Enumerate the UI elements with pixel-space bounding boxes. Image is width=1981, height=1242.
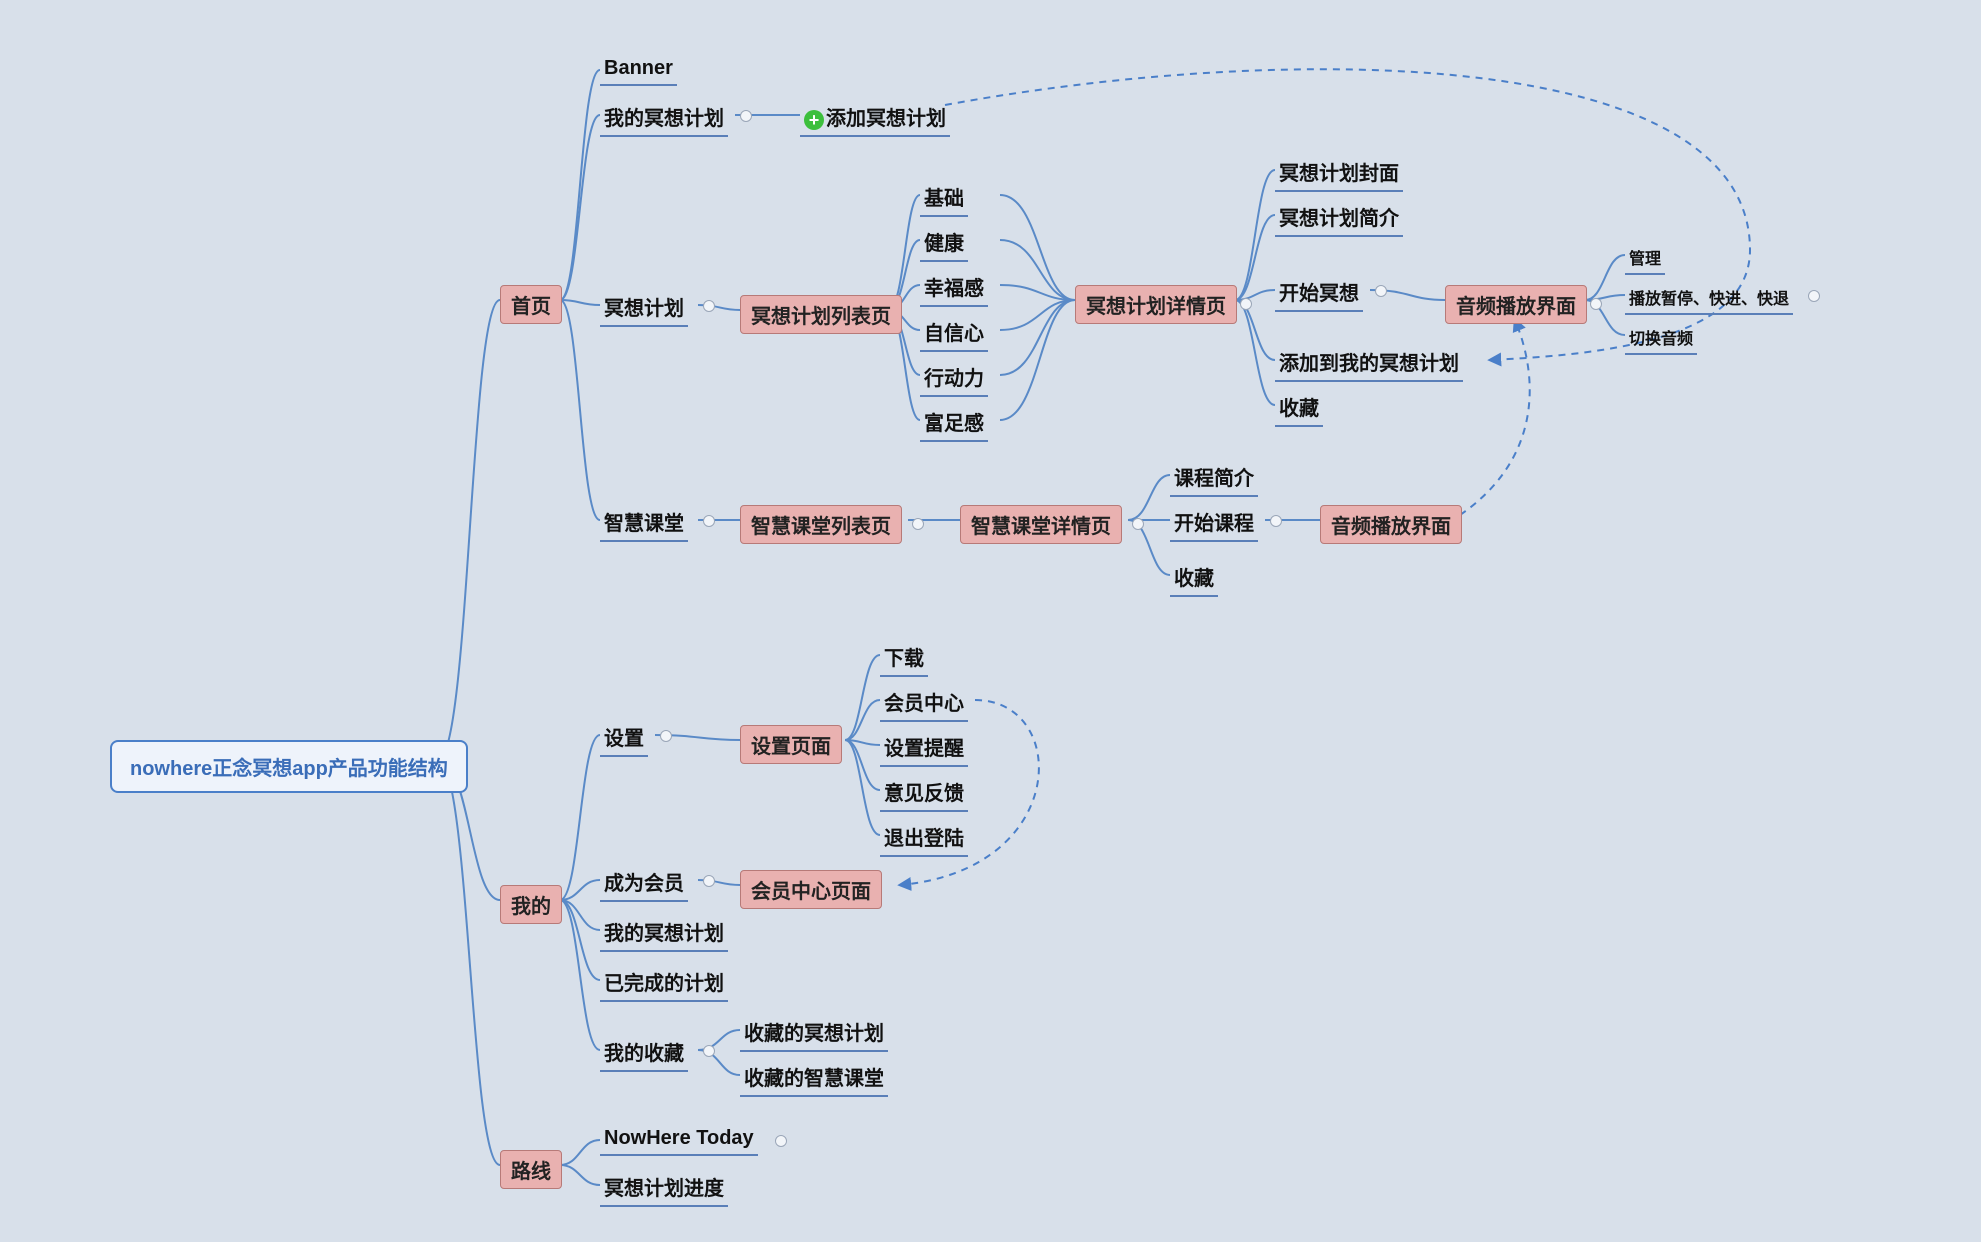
plan-detail-add[interactable]: 添加到我的冥想计划 xyxy=(1275,345,1463,382)
plan-cat-5[interactable]: 富足感 xyxy=(920,405,988,442)
home-node[interactable]: 首页 xyxy=(500,285,562,324)
route-label: 路线 xyxy=(511,1161,551,1183)
toggle-icon[interactable] xyxy=(1132,518,1144,530)
toggle-icon[interactable] xyxy=(775,1135,787,1147)
toggle-icon[interactable] xyxy=(703,875,715,887)
plan-player-label: 音频播放界面 xyxy=(1456,296,1576,318)
mine-done-plan[interactable]: 已完成的计划 xyxy=(600,965,728,1002)
player-switch[interactable]: 切换音频 xyxy=(1625,323,1697,355)
toggle-icon[interactable] xyxy=(1240,298,1252,310)
wisdom-intro[interactable]: 课程简介 xyxy=(1170,460,1258,497)
fav-plan[interactable]: 收藏的冥想计划 xyxy=(740,1015,888,1052)
toggle-icon[interactable] xyxy=(1375,285,1387,297)
wisdom-start[interactable]: 开始课程 xyxy=(1170,505,1258,542)
plan-cat-2[interactable]: 幸福感 xyxy=(920,270,988,307)
wisdom-player-label: 音频播放界面 xyxy=(1331,516,1451,538)
plan-cat-3[interactable]: 自信心 xyxy=(920,315,988,352)
player-manage[interactable]: 管理 xyxy=(1625,243,1665,275)
toggle-icon[interactable] xyxy=(660,730,672,742)
toggle-icon[interactable] xyxy=(740,110,752,122)
plan-detail-node[interactable]: 冥想计划详情页 xyxy=(1075,285,1237,324)
toggle-icon[interactable] xyxy=(1590,298,1602,310)
home-banner[interactable]: Banner xyxy=(600,55,677,86)
mine-my-plan[interactable]: 我的冥想计划 xyxy=(600,915,728,952)
plan-detail-fav[interactable]: 收藏 xyxy=(1275,390,1323,427)
wisdom-detail-label: 智慧课堂详情页 xyxy=(971,516,1111,538)
settings-page-node[interactable]: 设置页面 xyxy=(740,725,842,764)
home-add-plan-label: 添加冥想计划 xyxy=(826,108,946,130)
plan-node[interactable]: 冥想计划 xyxy=(600,290,688,327)
member-page-node[interactable]: 会员中心页面 xyxy=(740,870,882,909)
home-my-plan[interactable]: 我的冥想计划 xyxy=(600,100,728,137)
toggle-icon[interactable] xyxy=(703,300,715,312)
wisdom-player-node[interactable]: 音频播放界面 xyxy=(1320,505,1462,544)
toggle-icon[interactable] xyxy=(703,515,715,527)
wisdom-list-node[interactable]: 智慧课堂列表页 xyxy=(740,505,902,544)
settings-download[interactable]: 下载 xyxy=(880,640,928,677)
plan-list-node[interactable]: 冥想计划列表页 xyxy=(740,295,902,334)
connectors-svg xyxy=(0,0,1981,1242)
root-label: nowhere正念冥想app产品功能结构 xyxy=(130,758,448,780)
mine-become-member[interactable]: 成为会员 xyxy=(600,865,688,902)
plan-cat-0[interactable]: 基础 xyxy=(920,180,968,217)
mine-node[interactable]: 我的 xyxy=(500,885,562,924)
toggle-icon[interactable] xyxy=(703,1045,715,1057)
plan-detail-start[interactable]: 开始冥想 xyxy=(1275,275,1363,312)
plan-detail-label: 冥想计划详情页 xyxy=(1086,296,1226,318)
mine-my-fav[interactable]: 我的收藏 xyxy=(600,1035,688,1072)
toggle-icon[interactable] xyxy=(912,518,924,530)
home-add-plan[interactable]: +添加冥想计划 xyxy=(800,100,950,137)
settings-feedback[interactable]: 意见反馈 xyxy=(880,775,968,812)
route-progress[interactable]: 冥想计划进度 xyxy=(600,1170,728,1207)
toggle-icon[interactable] xyxy=(1808,290,1820,302)
settings-member[interactable]: 会员中心 xyxy=(880,685,968,722)
settings-remind[interactable]: 设置提醒 xyxy=(880,730,968,767)
route-node[interactable]: 路线 xyxy=(500,1150,562,1189)
plan-list-label: 冥想计划列表页 xyxy=(751,306,891,328)
plan-cat-1[interactable]: 健康 xyxy=(920,225,968,262)
wisdom-list-label: 智慧课堂列表页 xyxy=(751,516,891,538)
member-page-label: 会员中心页面 xyxy=(751,881,871,903)
plan-detail-intro[interactable]: 冥想计划简介 xyxy=(1275,200,1403,237)
plan-detail-cover[interactable]: 冥想计划封面 xyxy=(1275,155,1403,192)
mine-label: 我的 xyxy=(511,896,551,918)
player-controls[interactable]: 播放暂停、快进、快退 xyxy=(1625,283,1793,315)
settings-page-label: 设置页面 xyxy=(751,736,831,758)
route-today[interactable]: NowHere Today xyxy=(600,1125,758,1156)
toggle-icon[interactable] xyxy=(1270,515,1282,527)
wisdom-node[interactable]: 智慧课堂 xyxy=(600,505,688,542)
wisdom-fav[interactable]: 收藏 xyxy=(1170,560,1218,597)
plan-player-node[interactable]: 音频播放界面 xyxy=(1445,285,1587,324)
settings-logout[interactable]: 退出登陆 xyxy=(880,820,968,857)
plan-cat-4[interactable]: 行动力 xyxy=(920,360,988,397)
root-node[interactable]: nowhere正念冥想app产品功能结构 xyxy=(110,740,468,793)
wisdom-detail-node[interactable]: 智慧课堂详情页 xyxy=(960,505,1122,544)
home-label: 首页 xyxy=(511,296,551,318)
plus-icon: + xyxy=(804,110,824,130)
mine-settings[interactable]: 设置 xyxy=(600,720,648,757)
fav-wisdom[interactable]: 收藏的智慧课堂 xyxy=(740,1060,888,1097)
